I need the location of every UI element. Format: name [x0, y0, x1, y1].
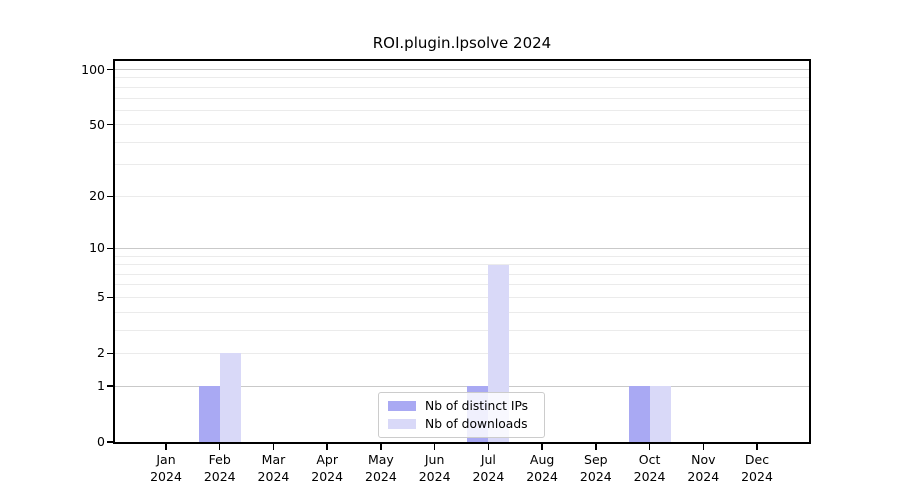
x-tick-label: Sep 2024	[564, 451, 628, 485]
x-tick-label: Apr 2024	[295, 451, 359, 485]
x-tick-year: 2024	[311, 469, 344, 484]
x-tick-year: 2024	[365, 469, 397, 484]
x-tick-label: Mar 2024	[241, 451, 305, 485]
y-tick-label: 100	[81, 61, 105, 77]
x-tick-label: Dec 2024	[725, 451, 789, 485]
legend-swatch-downloads	[388, 419, 416, 429]
x-tick-year: 2024	[687, 469, 720, 484]
x-tick	[326, 444, 328, 450]
chart-title: ROI.plugin.lpsolve 2024	[372, 34, 552, 52]
y-tick	[107, 123, 113, 126]
legend-swatch-ips	[388, 401, 416, 411]
x-tick	[702, 444, 705, 450]
y-gridline-minor	[115, 109, 809, 111]
bar-distinct-ips	[198, 386, 220, 442]
y-tick	[107, 385, 113, 387]
y-gridline-minor	[115, 311, 809, 313]
y-gridline-minor	[115, 124, 809, 126]
x-tick	[648, 444, 651, 450]
y-tick-label: 0	[97, 434, 105, 449]
y-gridline-minor	[115, 141, 809, 143]
x-tick-year: 2024	[741, 469, 773, 484]
x-tick-month: Dec	[744, 452, 770, 467]
x-tick-month: Jul	[480, 452, 496, 467]
x-tick-label: Jun 2024	[403, 451, 467, 485]
x-tick-month: Jun	[424, 452, 445, 467]
legend-label-downloads: Nb of downloads	[425, 417, 528, 431]
y-gridline-minor	[115, 164, 809, 166]
y-gridline-major	[115, 385, 809, 387]
x-tick-month: Mar	[261, 452, 286, 467]
x-tick	[165, 444, 167, 450]
x-tick-year: 2024	[472, 469, 505, 484]
y-gridline-minor	[115, 352, 809, 354]
x-tick	[541, 444, 543, 450]
y-gridline-major	[115, 69, 809, 71]
x-tick	[595, 444, 597, 450]
y-gridline-minor	[115, 195, 809, 197]
x-tick-label: Nov 2024	[671, 451, 735, 485]
x-tick-month: Feb	[208, 452, 231, 467]
x-tick-month: Aug	[529, 452, 555, 467]
x-tick-year: 2024	[203, 469, 236, 484]
bar-distinct-ips	[628, 386, 650, 442]
x-tick-label: May 2024	[349, 451, 413, 485]
x-tick-month: May	[367, 452, 394, 467]
plot-area	[113, 59, 811, 444]
y-gridline-minor	[115, 264, 809, 266]
y-tick	[107, 296, 113, 299]
legend-item-distinct-ips: Nb of distinct IPs	[388, 398, 535, 414]
y-gridline-minor	[115, 97, 809, 99]
x-tick-month: Apr	[316, 452, 338, 467]
y-tick-label: 2	[97, 345, 105, 361]
y-tick-label: 20	[89, 188, 105, 204]
x-tick-year: 2024	[150, 469, 182, 484]
y-tick	[107, 247, 113, 250]
x-tick-label: Aug 2024	[510, 451, 574, 485]
y-tick	[107, 195, 113, 198]
y-tick-label: 5	[97, 289, 105, 305]
x-tick-year: 2024	[526, 469, 559, 484]
y-gridline-minor	[115, 296, 809, 298]
legend-label-ips: Nb of distinct IPs	[425, 399, 529, 413]
x-tick-label: Oct 2024	[618, 451, 682, 485]
y-gridline-minor	[115, 86, 809, 88]
legend-item-downloads: Nb of downloads	[388, 416, 535, 432]
x-tick	[487, 444, 490, 450]
y-tick	[107, 441, 113, 443]
x-tick-label: Feb 2024	[188, 451, 252, 485]
x-tick-year: 2024	[633, 469, 666, 484]
y-gridline-minor	[115, 329, 809, 331]
y-gridline-minor	[115, 77, 809, 79]
x-tick	[272, 444, 275, 450]
y-tick	[107, 352, 113, 355]
x-tick	[433, 444, 436, 450]
y-tick-label: 10	[89, 240, 105, 256]
bar-downloads	[649, 386, 671, 442]
y-gridline-minor	[115, 284, 809, 286]
legend: Nb of distinct IPs Nb of downloads	[378, 392, 545, 438]
y-tick	[107, 68, 113, 71]
x-tick-month: Sep	[584, 452, 608, 467]
x-tick-year: 2024	[257, 469, 290, 484]
y-gridline-minor	[115, 255, 809, 257]
y-gridline-minor	[115, 273, 809, 275]
x-tick	[218, 444, 221, 450]
x-tick	[380, 444, 382, 450]
x-tick-year: 2024	[579, 469, 612, 484]
x-tick	[756, 444, 758, 450]
bar-downloads	[219, 353, 241, 442]
y-gridline-major	[115, 247, 809, 249]
x-tick-label: Jan 2024	[134, 451, 198, 485]
y-tick-label: 50	[89, 116, 105, 132]
x-tick-year: 2024	[418, 469, 451, 484]
x-tick-month: Jan	[156, 452, 176, 467]
x-tick-label: Jul 2024	[456, 451, 520, 485]
y-tick-label: 1	[97, 378, 105, 394]
x-tick-month: Oct	[638, 452, 661, 467]
x-tick-month: Nov	[691, 452, 716, 467]
